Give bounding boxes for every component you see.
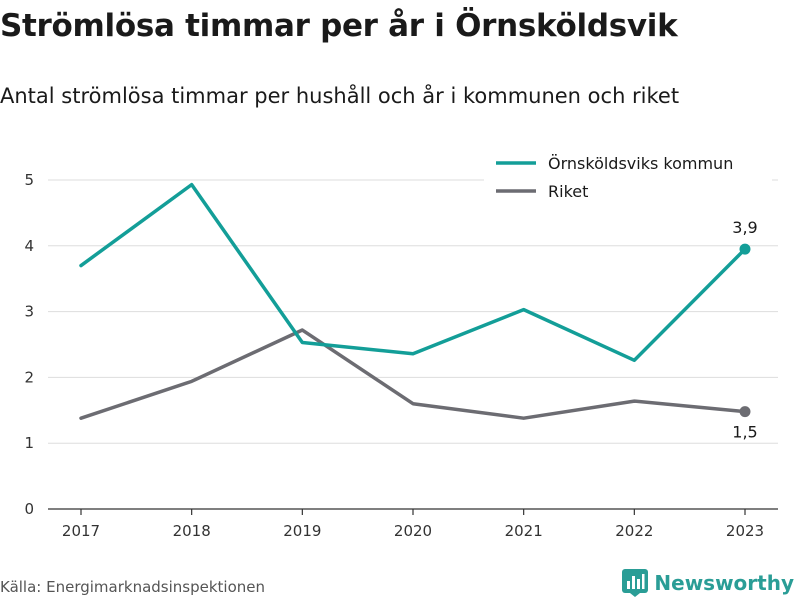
brand-name: Newsworthy (654, 571, 794, 595)
x-tick-label: 2021 (505, 522, 543, 540)
chart-title: Strömlösa timmar per år i Örnsköldsvik (0, 8, 678, 44)
brand[interactable]: Newsworthy (622, 569, 794, 597)
x-tick-label: 2018 (173, 522, 211, 540)
x-tick-label: 2022 (615, 522, 653, 540)
legend-label-riket: Riket (548, 182, 588, 201)
x-tick-label: 2020 (394, 522, 432, 540)
line-chart: 0 1 2 3 4 5 2017 2018 2019 2020 2021 2022 2023 1,5 3,… (24, 148, 778, 540)
y-tick-label: 0 (24, 500, 34, 518)
y-tick-label: 1 (24, 434, 34, 452)
legend-label-kommun: Örnsköldsviks kommun (548, 154, 733, 173)
x-tick-label: 2017 (62, 522, 100, 540)
chart-subtitle: Antal strömlösa timmar per hushåll och å… (0, 84, 680, 108)
series-line-riket (79, 328, 747, 420)
data-label-kommun: 3,9 (732, 218, 757, 237)
legend-background (484, 148, 772, 210)
end-point-kommun (739, 243, 751, 255)
y-tick-label: 4 (24, 237, 34, 255)
source-note: Källa: Energimarknadsinspektionen (0, 578, 266, 596)
y-tick-label: 3 (24, 303, 34, 321)
data-label-riket: 1,5 (732, 423, 757, 442)
x-tick-label: 2019 (283, 522, 321, 540)
series-line-kommun (79, 182, 747, 363)
y-tick-label: 5 (24, 171, 34, 189)
axes: 0 1 2 3 4 5 2017 2018 2019 2020 2021 2022 2023 (24, 171, 778, 540)
y-tick-label: 2 (24, 368, 34, 386)
series: 1,5 3,9 (79, 182, 758, 442)
end-point-riket (739, 406, 751, 418)
newsworthy-logo-icon (622, 569, 649, 597)
legend: Örnsköldsviks kommun Riket (484, 148, 772, 210)
x-tick-label: 2023 (726, 522, 764, 540)
